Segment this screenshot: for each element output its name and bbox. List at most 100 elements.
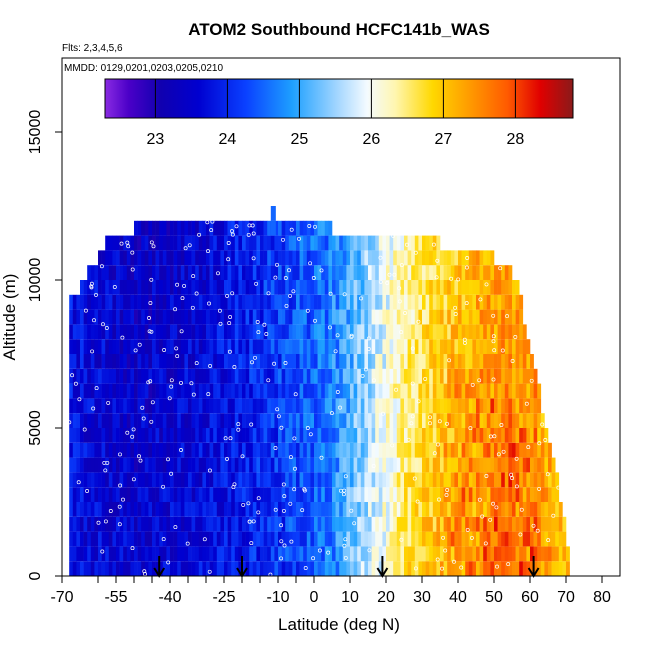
heatmap-cell <box>274 472 279 488</box>
heatmap-cell <box>166 383 171 399</box>
heatmap-cell <box>227 413 232 428</box>
heatmap-cell <box>170 368 174 384</box>
heatmap-cell <box>256 324 261 340</box>
heatmap-cell <box>393 413 398 428</box>
heatmap-cell <box>368 368 372 384</box>
heatmap-cell <box>198 220 203 236</box>
heatmap-cell <box>180 294 185 310</box>
sample-marker <box>207 569 212 574</box>
heatmap-cell <box>94 561 99 576</box>
heatmap-cell <box>537 442 542 458</box>
sample-marker <box>303 566 308 570</box>
heatmap-cell <box>245 339 250 354</box>
heatmap-cell <box>537 428 542 443</box>
heatmap-cell <box>512 398 516 414</box>
heatmap-cell <box>404 487 408 502</box>
heatmap-cell <box>263 413 268 428</box>
heatmap-cell <box>447 442 452 458</box>
heatmap-cell <box>494 339 498 354</box>
heatmap-cell <box>519 472 524 488</box>
heatmap-cell <box>447 354 452 369</box>
heatmap-cell <box>393 487 398 502</box>
heatmap-cell <box>519 487 524 502</box>
heatmap-cell <box>465 531 470 547</box>
sample-marker <box>236 422 241 427</box>
heatmap-cell <box>173 413 178 428</box>
heatmap-cell <box>238 472 243 488</box>
heatmap-cell <box>414 339 419 354</box>
sample-marker <box>488 434 493 439</box>
heatmap-cell <box>105 294 110 310</box>
heatmap-cell <box>227 398 232 414</box>
heatmap-cell <box>357 309 362 325</box>
heatmap-cell <box>321 502 326 517</box>
heatmap-cell <box>350 294 354 310</box>
heatmap-cell <box>72 368 77 384</box>
sample-marker <box>281 482 286 487</box>
heatmap-cell <box>173 428 178 443</box>
sample-marker <box>227 321 232 326</box>
heatmap-cell <box>368 354 372 369</box>
heatmap-cell <box>94 324 99 340</box>
heatmap-cell <box>177 294 182 310</box>
sample-marker <box>138 458 143 463</box>
heatmap-cell <box>134 546 138 562</box>
heatmap-cell <box>231 428 236 443</box>
heatmap-cell <box>425 368 430 384</box>
heatmap-cell <box>350 516 354 532</box>
heatmap-cell <box>432 502 437 517</box>
heatmap-cell <box>94 502 99 517</box>
heatmap-cell <box>184 309 189 325</box>
heatmap-cell <box>411 413 416 428</box>
heatmap-cell <box>353 457 358 473</box>
heatmap-cell <box>173 472 178 488</box>
heatmap-cell <box>490 487 495 502</box>
heatmap-cell <box>105 457 110 473</box>
heatmap-cell <box>454 250 459 266</box>
sample-marker <box>103 519 108 524</box>
heatmap-cell <box>180 368 185 384</box>
heatmap-cell <box>497 368 502 384</box>
heatmap-cell <box>494 265 498 280</box>
heatmap-cell <box>184 457 189 473</box>
heatmap-cell <box>299 383 304 399</box>
heatmap-cell <box>429 339 434 354</box>
heatmap-cell <box>364 398 369 414</box>
heatmap-cell <box>346 442 351 458</box>
heatmap-cell <box>432 354 437 369</box>
heatmap-cell <box>479 442 484 458</box>
sample-marker <box>251 519 256 524</box>
heatmap-cell <box>497 339 502 354</box>
heatmap-cell <box>422 280 426 295</box>
heatmap-cell <box>231 516 236 532</box>
heatmap-cell <box>494 442 498 458</box>
sample-marker <box>397 299 402 304</box>
sample-marker <box>491 339 496 344</box>
heatmap-cell <box>400 294 405 310</box>
heatmap-cell <box>202 220 207 236</box>
heatmap-cell <box>458 487 462 502</box>
heatmap-cell <box>267 502 272 517</box>
heatmap-cell <box>335 487 340 502</box>
heatmap-cell <box>465 442 470 458</box>
sample-marker <box>445 421 449 426</box>
heatmap-cell <box>296 265 300 280</box>
heatmap-cell <box>144 339 149 354</box>
heatmap-cell <box>198 546 203 562</box>
heatmap-cell <box>483 265 488 280</box>
heatmap-cell <box>447 265 452 280</box>
heatmap-cell <box>238 502 243 517</box>
heatmap-cell <box>105 428 110 443</box>
heatmap-cell <box>119 368 124 384</box>
heatmap-cell <box>483 487 488 502</box>
heatmap-cell <box>479 516 484 532</box>
heatmap-cell <box>80 280 84 295</box>
sample-marker <box>101 322 105 327</box>
heatmap-cell <box>339 368 344 384</box>
heatmap-cell <box>411 502 416 517</box>
heatmap-cell <box>515 383 520 399</box>
heatmap-cell <box>551 502 556 517</box>
heatmap-cell <box>418 250 423 266</box>
heatmap-cell <box>540 561 545 576</box>
heatmap-cell <box>94 531 99 547</box>
